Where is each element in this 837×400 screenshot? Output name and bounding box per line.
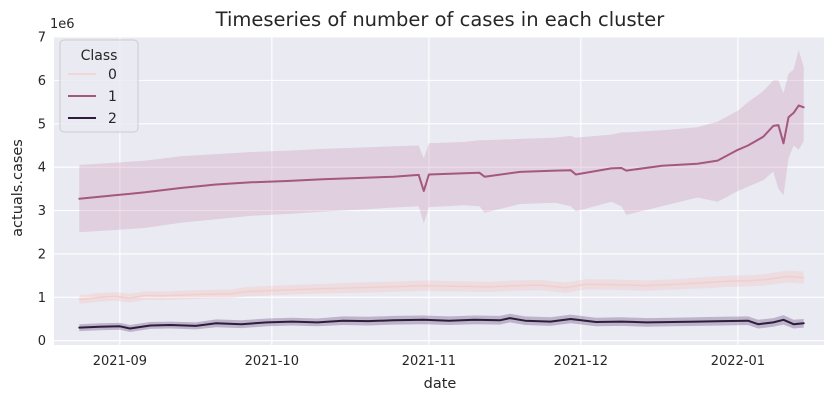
legend-label-0: 0 — [108, 67, 117, 83]
x-tick-label: 2022-01 — [711, 354, 765, 369]
chart-title: Timeseries of number of cases in each cl… — [215, 8, 666, 31]
y-tick-label: 5 — [38, 117, 46, 132]
y-tick-label: 3 — [38, 204, 46, 219]
y-axis-ticks: 0 1 2 3 4 5 6 7 — [38, 31, 46, 350]
x-axis-ticks: 2021-09 2021-10 2021-11 2021-12 2022-01 — [93, 354, 765, 369]
confidence-bands — [79, 50, 804, 332]
legend-label-2: 2 — [108, 111, 117, 127]
series-2-band — [79, 313, 804, 332]
y-tick-label: 7 — [38, 31, 46, 46]
x-tick-label: 2021-09 — [93, 354, 147, 369]
series-0-line — [78, 275, 805, 301]
legend-label-1: 1 — [108, 89, 117, 105]
x-tick-label: 2021-11 — [402, 354, 456, 369]
series-1-line — [78, 104, 805, 200]
x-axis-label: date — [424, 376, 457, 392]
series-2-line — [78, 317, 805, 330]
y-tick-label: 6 — [38, 74, 46, 89]
x-tick-label: 2021-10 — [245, 354, 299, 369]
legend: Class 0 1 2 — [59, 39, 139, 133]
series-lines — [78, 104, 805, 330]
y-tick-label: 4 — [38, 161, 46, 176]
y-tick-label: 1 — [38, 291, 46, 306]
legend-title: Class — [81, 48, 118, 64]
y-axis-label: actuals.cases — [10, 139, 26, 237]
legend-entries: 0 1 2 — [68, 67, 117, 127]
y-axis-offset-label: 1e6 — [50, 17, 75, 32]
y-tick-label: 2 — [38, 247, 46, 262]
series-1-band — [79, 50, 804, 233]
legend-box — [59, 39, 139, 133]
series-0-band — [79, 270, 804, 304]
x-tick-label: 2021-12 — [554, 354, 608, 369]
plot-background — [54, 37, 824, 345]
y-tick-label: 0 — [38, 334, 46, 349]
